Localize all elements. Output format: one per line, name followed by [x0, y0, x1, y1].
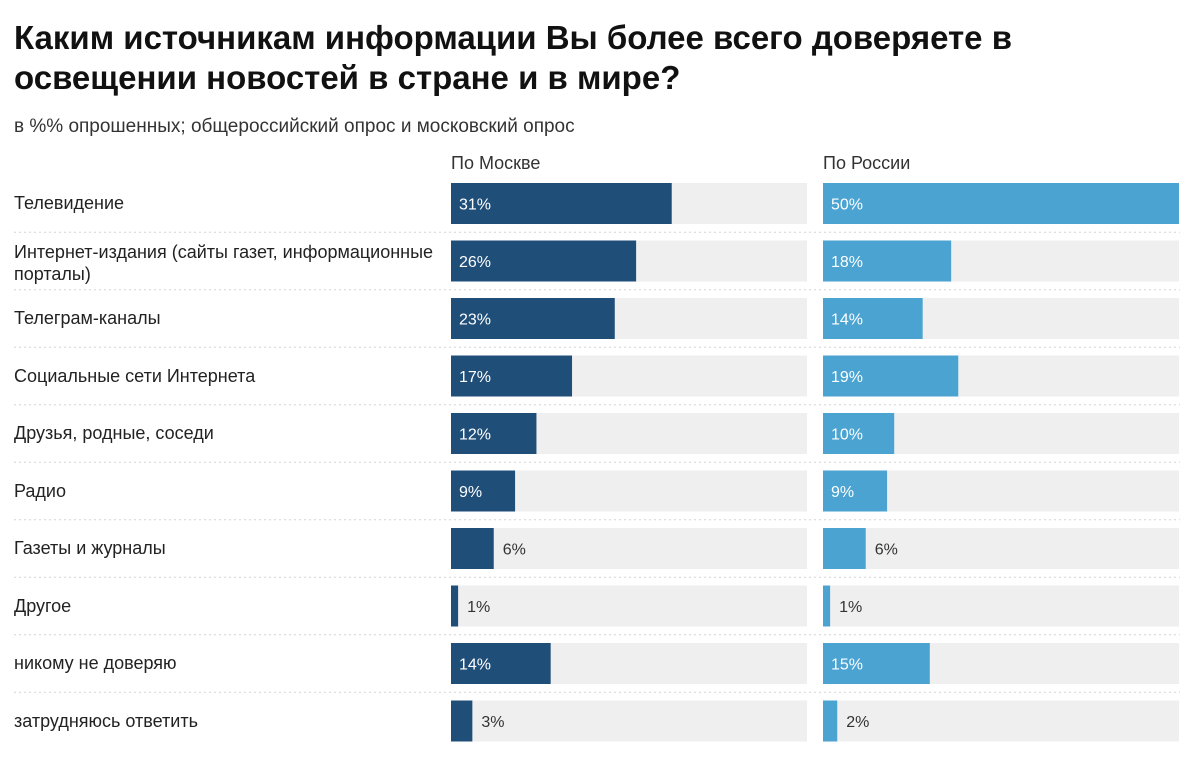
bar-value-label-moscow: 31%: [459, 197, 491, 214]
bar-value-label-russia: 2%: [846, 714, 869, 731]
bar-russia: [823, 585, 831, 627]
bar-value-label-moscow: 12%: [459, 427, 491, 444]
category-label: Газеты и журналы: [14, 538, 166, 558]
bar-moscow: [451, 240, 637, 282]
bar-moscow: [451, 470, 516, 512]
bar-value-label-moscow: 23%: [459, 312, 491, 329]
bar-russia: [823, 183, 1179, 224]
category-label: Социальные сети Интернета: [14, 365, 256, 386]
bar-russia: [823, 240, 952, 282]
bar-moscow: [451, 298, 615, 339]
bar-track-russia: [823, 585, 1179, 627]
bar-russia: [823, 413, 895, 454]
bar-value-label-russia: 9%: [831, 484, 854, 501]
category-label: никому не доверяю: [14, 653, 177, 673]
chart-subtitle: в %% опрошенных; общероссийский опрос и …: [14, 116, 575, 137]
bar-russia: [823, 528, 866, 569]
bar-value-label-moscow: 26%: [459, 254, 491, 271]
panel-header-russia: По России: [823, 153, 911, 173]
bar-value-label-moscow: 17%: [459, 369, 491, 386]
category-label: Телеграм-каналы: [14, 308, 161, 328]
category-label: Интернет-издания (сайты газет, информаци…: [14, 241, 434, 284]
bar-value-label-russia: 1%: [839, 599, 862, 616]
bar-value-label-moscow: 6%: [503, 542, 526, 559]
bar-moscow: [451, 700, 473, 742]
bar-russia: [823, 355, 959, 397]
bar-moscow: [451, 355, 573, 397]
bar-value-label-russia: 19%: [831, 369, 863, 386]
bar-russia: [823, 700, 838, 742]
bar-track-moscow: [451, 585, 807, 627]
bar-moscow: [451, 183, 672, 224]
bar-track-russia: [823, 528, 1179, 569]
category-label: Телевидение: [14, 193, 125, 213]
bar-value-label-moscow: 3%: [481, 714, 504, 731]
panel-header-moscow: По Москве: [451, 153, 541, 173]
bar-moscow: [451, 528, 494, 569]
chart-title: Каким источникам информации Вы более все…: [14, 19, 1012, 96]
bar-value-label-moscow: 1%: [467, 599, 490, 616]
bar-russia: [823, 643, 930, 684]
bar-value-label-russia: 10%: [831, 427, 863, 444]
category-label: Радио: [14, 480, 66, 501]
bar-track-moscow: [451, 700, 807, 742]
category-label: затрудняюсь ответить: [14, 710, 198, 731]
bar-value-label-russia: 15%: [831, 657, 863, 674]
category-label: Друзья, родные, соседи: [14, 423, 214, 443]
bar-moscow: [451, 643, 551, 684]
bar-russia: [823, 470, 888, 512]
bar-moscow: [451, 413, 537, 454]
bar-moscow: [451, 585, 459, 627]
bar-value-label-moscow: 9%: [459, 484, 482, 501]
bar-value-label-russia: 18%: [831, 254, 863, 271]
category-label: Другое: [14, 595, 72, 616]
bar-track-russia: [823, 700, 1179, 742]
bar-value-label-moscow: 14%: [459, 657, 491, 674]
bar-track-moscow: [451, 528, 807, 569]
bar-russia: [823, 298, 923, 339]
bar-value-label-russia: 6%: [875, 542, 898, 559]
bar-value-label-russia: 14%: [831, 312, 863, 329]
bar-value-label-russia: 50%: [831, 197, 863, 214]
